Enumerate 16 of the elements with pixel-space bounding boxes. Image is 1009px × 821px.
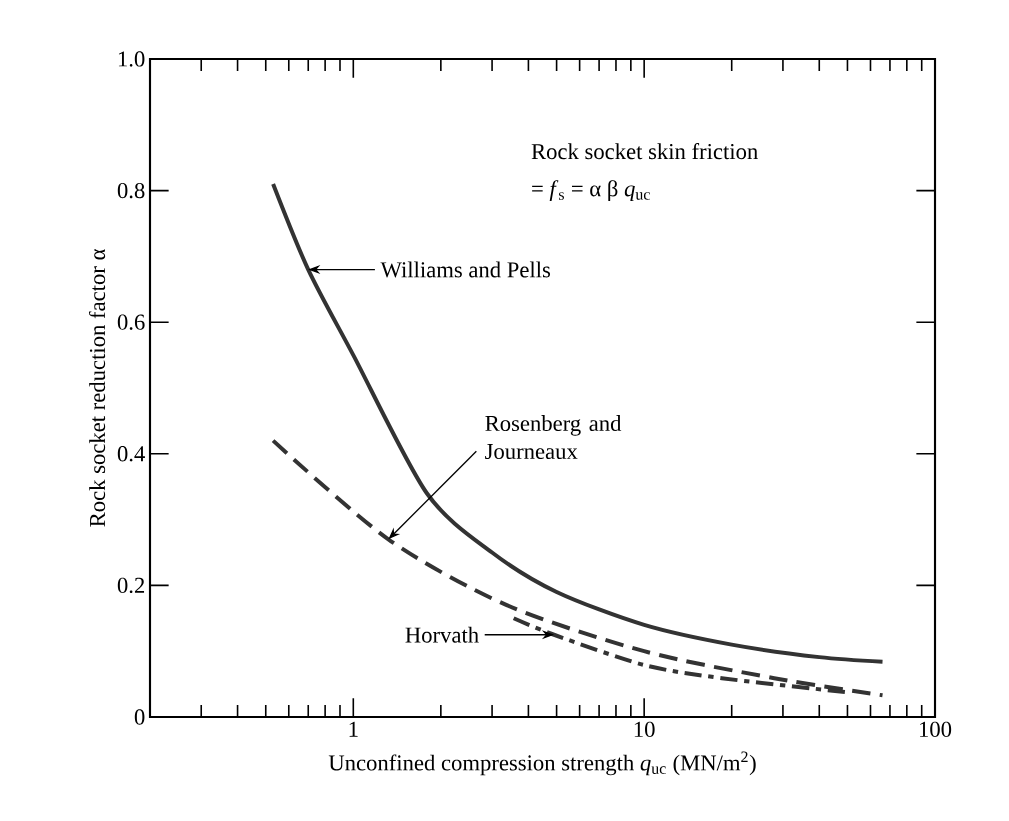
annotation: Horvath <box>405 626 479 643</box>
y-axis-title: Rock socket reduction factor α <box>88 249 106 527</box>
y-tick-label: 0.8 <box>117 182 145 199</box>
y-tick-label: 0.2 <box>117 577 145 594</box>
annotation: Rosenberg and Journeaux <box>485 415 622 460</box>
x-tick-label: 10 <box>634 721 655 738</box>
y-tick-label: 0.4 <box>117 446 145 462</box>
y-tick-label: 0 <box>134 709 145 725</box>
x-tick-label: 1 <box>349 721 358 737</box>
annotation: Williams and Pells <box>380 261 551 278</box>
annotation: = f$_{s}$ = α β q$_{uc}$ <box>532 180 650 201</box>
x-axis-title: Unconfined compression strength q$_{uc}$ (MN/m$^{2}$) <box>328 751 756 776</box>
x-tick-label: 100 <box>920 721 952 738</box>
y-tick-label: 0.6 <box>117 314 145 330</box>
y-tick-label: 1.0 <box>118 51 145 67</box>
annotation: Rock socket skin friction <box>531 143 758 160</box>
